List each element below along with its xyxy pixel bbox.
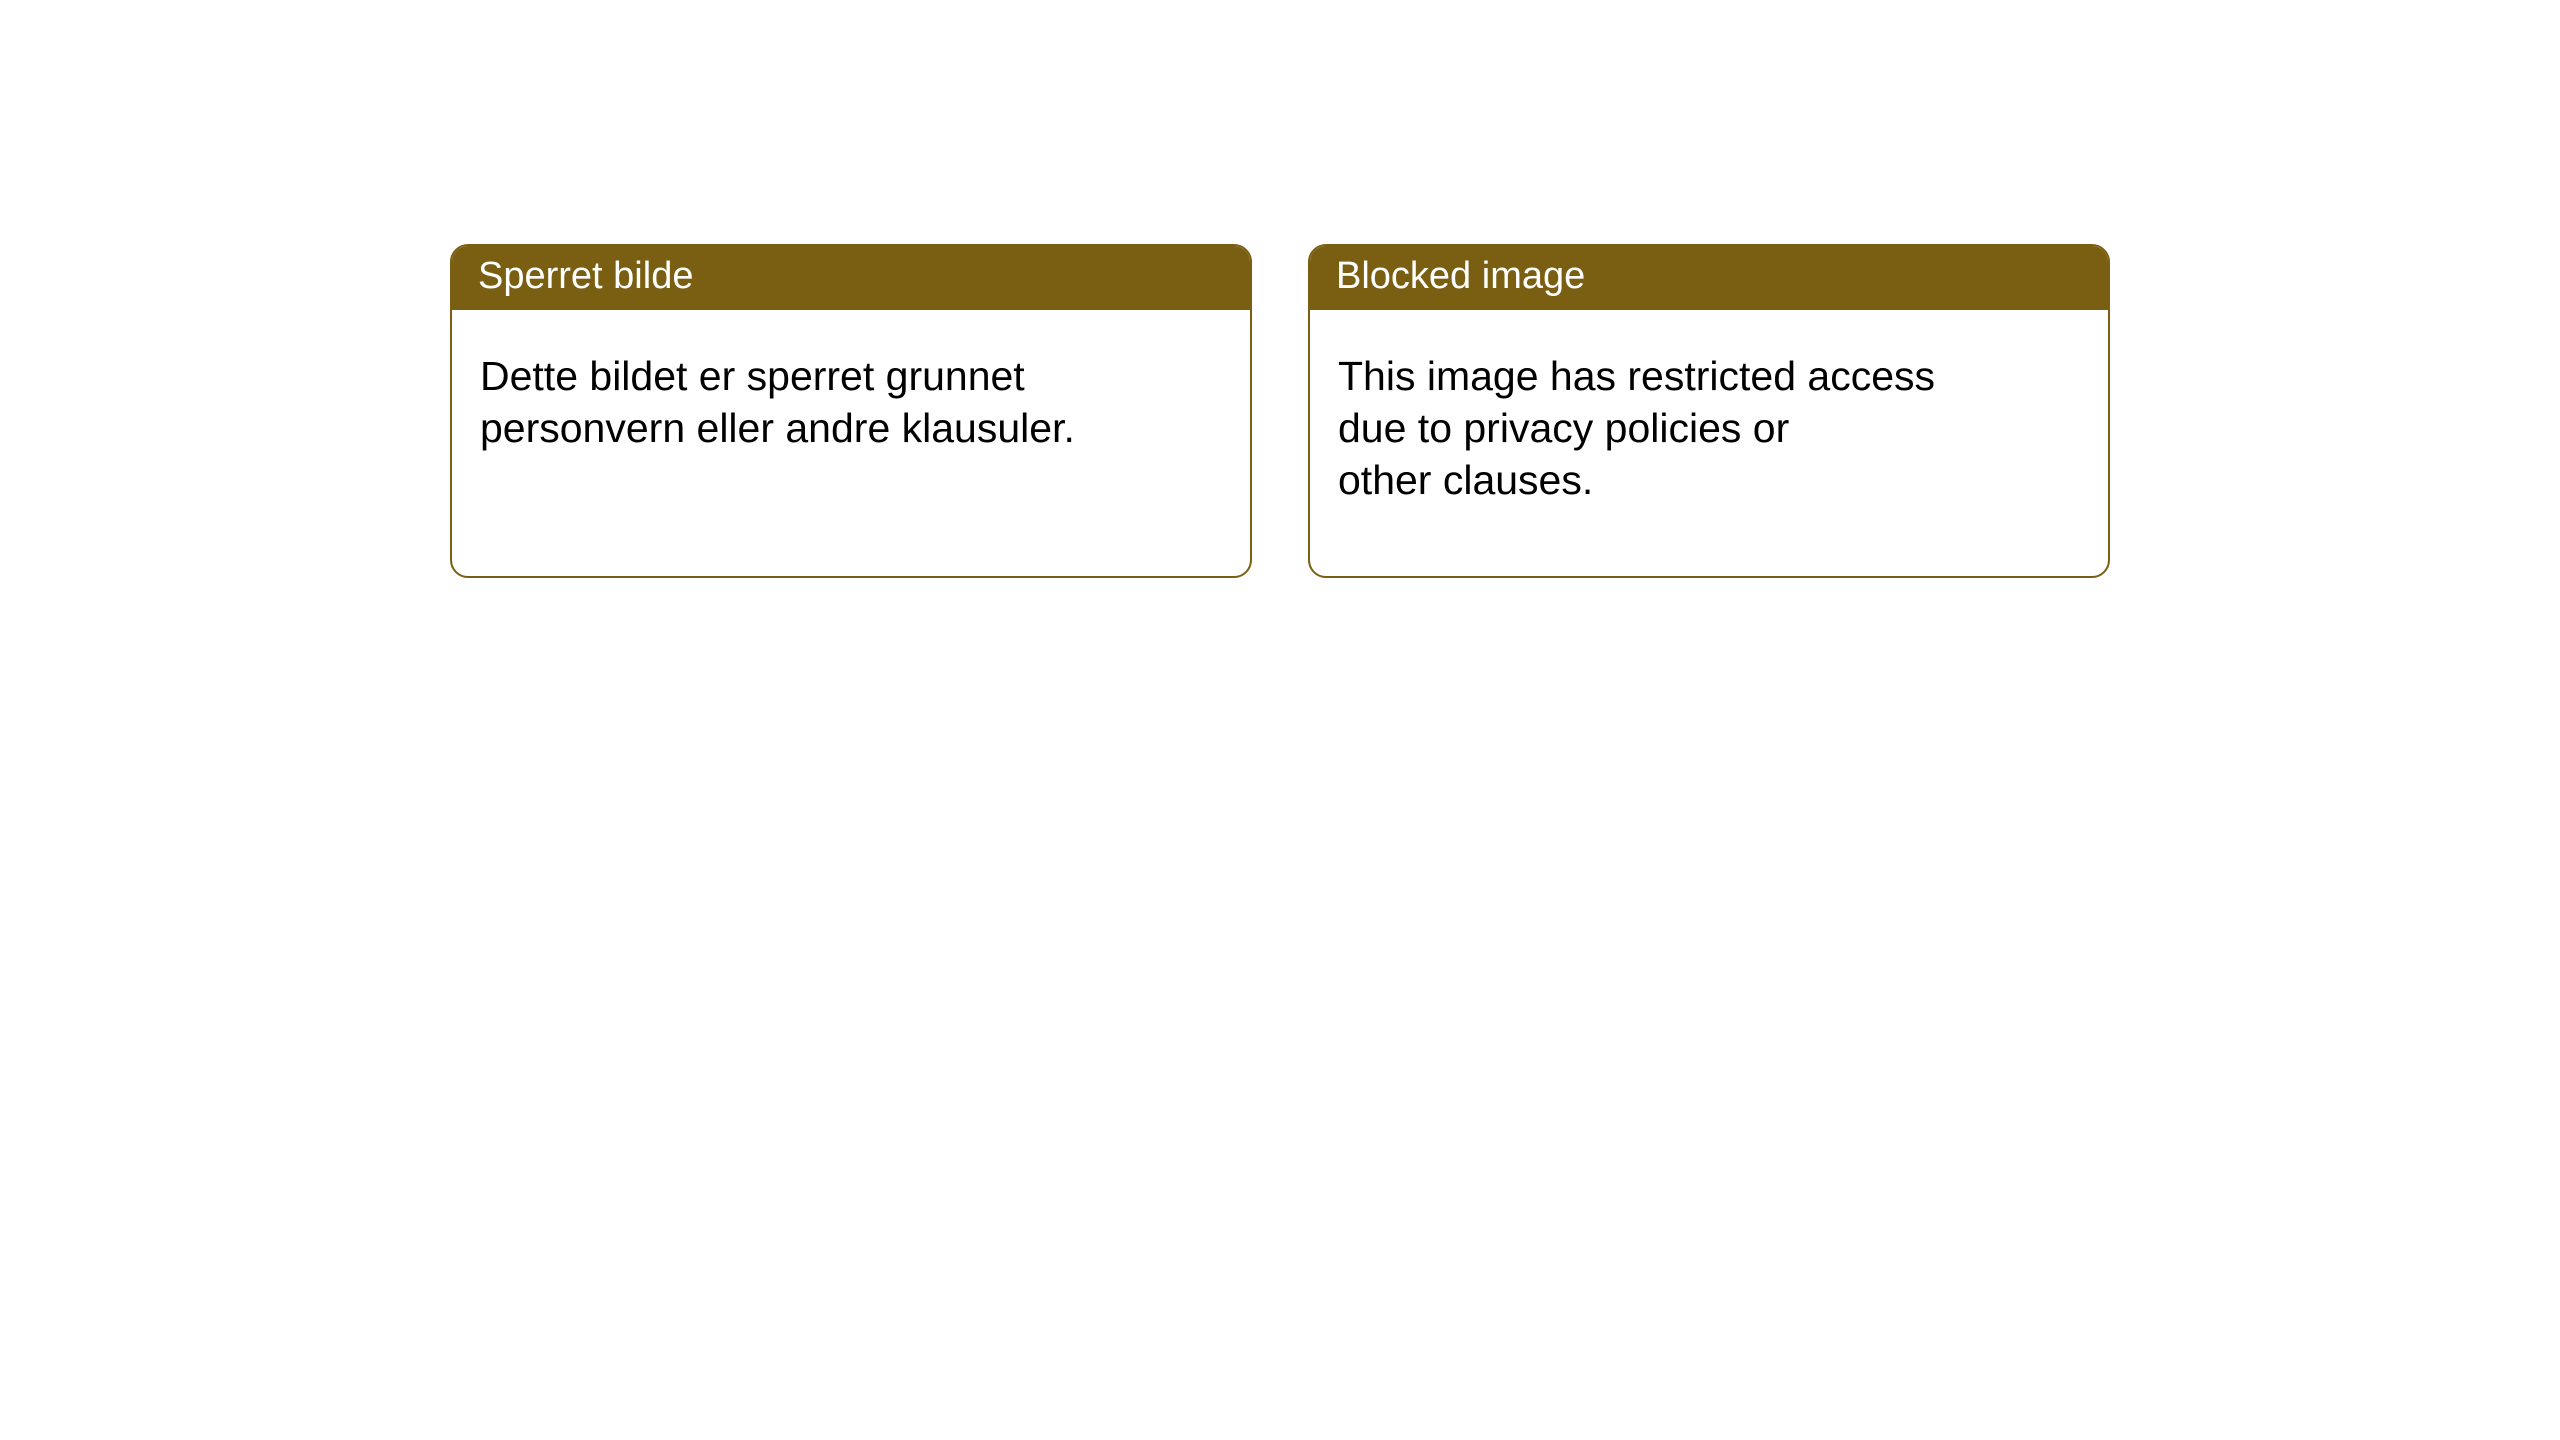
notice-card-title: Sperret bilde xyxy=(452,246,1250,310)
notice-card-english: Blocked image This image has restricted … xyxy=(1308,244,2110,578)
notice-card-body: Dette bildet er sperret grunnet personve… xyxy=(452,310,1132,482)
notice-card-title: Blocked image xyxy=(1310,246,2108,310)
notice-container: Sperret bilde Dette bildet er sperret gr… xyxy=(0,0,2560,578)
notice-card-body: This image has restricted access due to … xyxy=(1310,310,1990,534)
notice-card-norwegian: Sperret bilde Dette bildet er sperret gr… xyxy=(450,244,1252,578)
